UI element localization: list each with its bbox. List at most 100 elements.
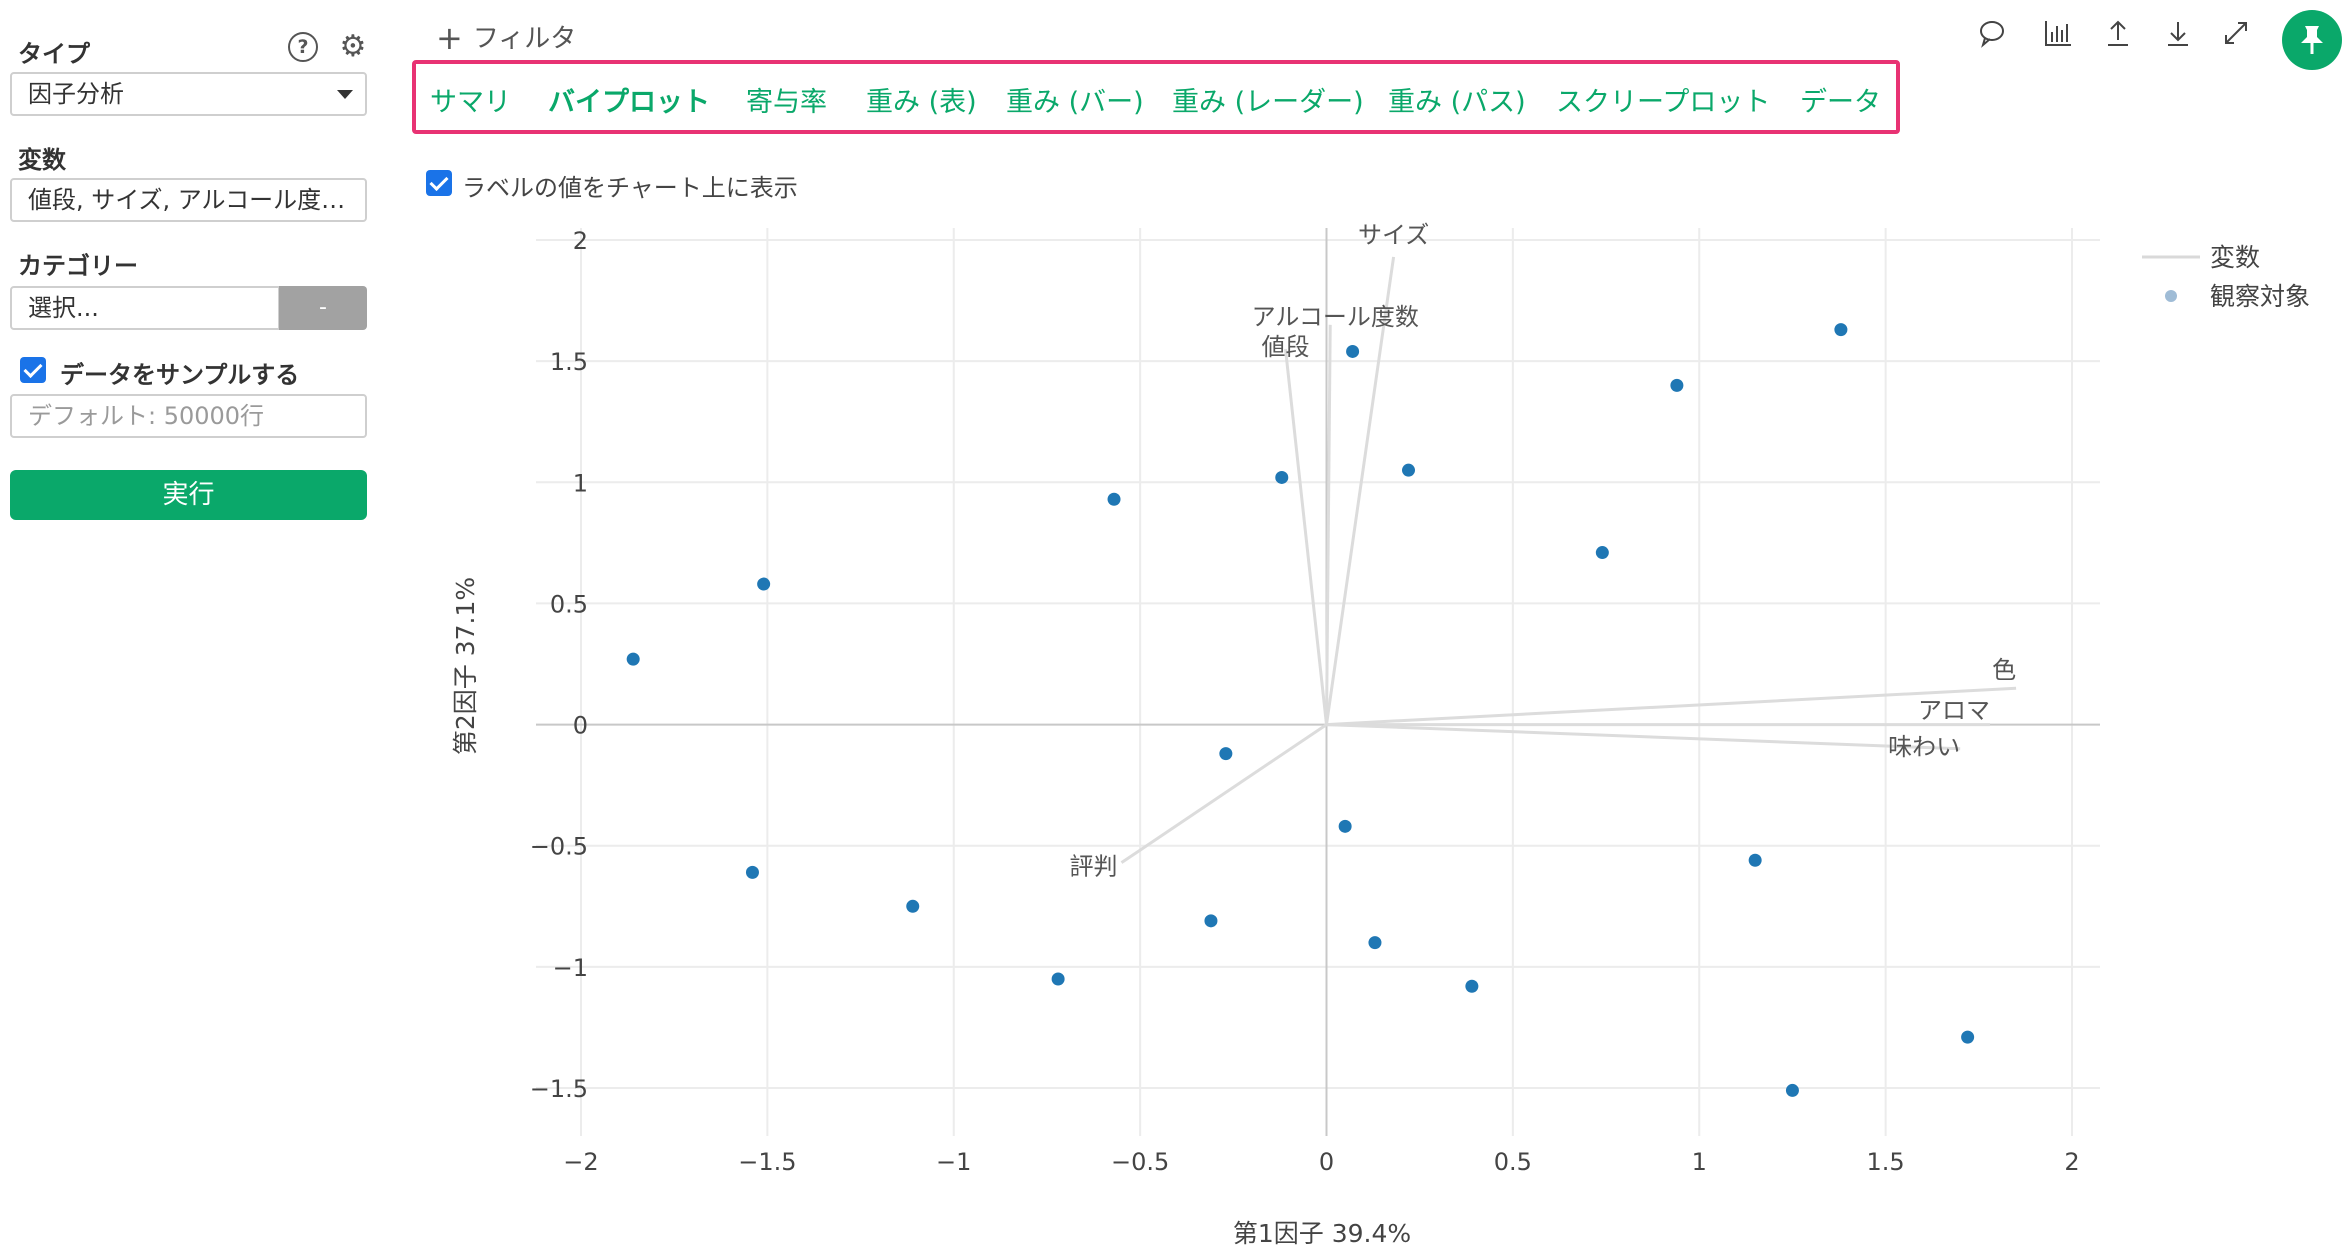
type-select[interactable]: 因子分析 (10, 72, 367, 116)
x-tick-label: −0.5 (1111, 1148, 1169, 1176)
x-tick-label: 0.5 (1494, 1148, 1532, 1176)
y-tick-label: 1.5 (550, 348, 588, 376)
variables-input[interactable]: 値段, サイズ, アルコール度… (10, 178, 367, 222)
observation-point[interactable] (626, 652, 640, 666)
download-icon[interactable] (2160, 18, 2196, 54)
x-tick-label: −1.5 (738, 1148, 796, 1176)
vector-line (1326, 723, 1961, 751)
vector-label: アルコール度数 (1252, 303, 1419, 331)
vector-label: 色 (1992, 656, 2016, 684)
observation-point[interactable] (1204, 914, 1218, 928)
tab-summary[interactable]: サマリ (430, 87, 511, 118)
sample-size-input[interactable]: デフォルト: 50000行 (10, 394, 367, 438)
x-axis-label: 第1因子 39.4% (1233, 1219, 1411, 1248)
tab-data[interactable]: データ (1800, 87, 1881, 118)
pin-icon (2301, 26, 2323, 54)
legend: 変数 観察対象 (2142, 243, 2310, 311)
y-tick-label: −1 (553, 954, 588, 982)
vector-line (1325, 324, 1332, 725)
upload-icon[interactable] (2100, 18, 2136, 54)
observation-point[interactable] (906, 899, 920, 913)
vector-label: 値段 (1261, 333, 1309, 361)
x-tick-label: −1 (936, 1148, 971, 1176)
sample-label: データをサンプルする (60, 361, 300, 389)
vector-line (1325, 256, 1396, 725)
x-tick-label: 1.5 (1867, 1148, 1905, 1176)
vector-label: 味わい (1888, 733, 1960, 761)
tab-weights-table[interactable]: 重み (表) (866, 87, 977, 118)
observation-point[interactable] (1275, 470, 1289, 484)
vector-line (1284, 348, 1328, 725)
observation-point[interactable] (1107, 492, 1121, 506)
x-tick-label: −2 (563, 1148, 598, 1176)
plus-icon: + (436, 19, 463, 57)
variables-label: 変数 (18, 146, 66, 174)
observation-point[interactable] (1961, 1030, 1975, 1044)
tab-weights-radar[interactable]: 重み (レーダー) (1172, 87, 1364, 118)
observation-point[interactable] (1051, 972, 1065, 986)
observation-point[interactable] (1785, 1083, 1799, 1097)
vector-label: アロマ (1918, 697, 1990, 725)
help-icon[interactable]: ? (288, 32, 318, 62)
chart-axes (536, 228, 2100, 1136)
gear-icon[interactable]: ⚙ (339, 29, 367, 64)
observation-point[interactable] (1346, 344, 1360, 358)
legend-vector-label: 変数 (2210, 243, 2260, 272)
category-label: カテゴリー (18, 252, 138, 280)
legend-point-label: 観察対象 (2210, 282, 2310, 311)
category-clear-button[interactable]: - (279, 286, 367, 330)
observation-point[interactable] (1748, 853, 1762, 867)
vector-label: サイズ (1358, 221, 1429, 249)
y-tick-label: −0.5 (530, 833, 588, 861)
observation-point[interactable] (757, 577, 771, 591)
vector-line (1120, 723, 1328, 864)
y-tick-label: 0 (573, 712, 588, 740)
vector-line (1326, 686, 2017, 727)
y-tick-label: 2 (573, 227, 588, 255)
filter-button[interactable]: + フィルタ (436, 18, 576, 57)
tab-biplot[interactable]: バイプロット (548, 87, 710, 118)
label-values-checkbox[interactable] (426, 170, 452, 196)
tab-weights-path[interactable]: 重み (パス) (1388, 87, 1526, 118)
observation-point[interactable] (1670, 378, 1684, 392)
observation-point[interactable] (1834, 323, 1848, 337)
type-select-value: 因子分析 (28, 80, 124, 108)
filter-label: フィルタ (472, 24, 577, 54)
label-values-text: ラベルの値をチャート上に表示 (462, 174, 798, 202)
y-tick-label: 1 (573, 469, 588, 497)
sidebar: タイプ ? ⚙ 因子分析 変数 値段, サイズ, アルコール度… カテゴリー 選… (0, 0, 390, 1258)
chevron-down-icon (337, 90, 353, 99)
x-tick-label: 1 (1692, 1148, 1707, 1176)
tab-bar: サマリ バイプロット 寄与率 重み (表) 重み (バー) 重み (レーダー) … (412, 60, 1900, 134)
y-tick-label: 0.5 (550, 590, 588, 618)
expand-icon[interactable] (2218, 18, 2254, 54)
observation-point[interactable] (1595, 546, 1609, 560)
chart-grid (536, 228, 2100, 1136)
vector-label: 評判 (1069, 853, 1117, 881)
tab-scree-plot[interactable]: スクリープロット (1556, 87, 1771, 118)
legend-point-swatch (2165, 290, 2177, 302)
category-select[interactable]: 選択... (10, 286, 280, 330)
observation-points (626, 323, 1975, 1097)
observation-point[interactable] (1465, 979, 1479, 993)
tab-contribution[interactable]: 寄与率 (746, 87, 827, 118)
observation-point[interactable] (1368, 936, 1382, 950)
observation-point[interactable] (1219, 747, 1233, 761)
y-axis-label: 第2因子 37.1% (451, 577, 480, 755)
tick-labels: −2 −1.5 −1 −0.5 0 0.5 1 1.5 2 −1.5 −1 −0.5 0 0.5 1 1.5 2 (530, 227, 2080, 1176)
run-button[interactable]: 実行 (10, 470, 367, 520)
x-tick-label: 2 (2064, 1148, 2079, 1176)
observation-point[interactable] (1338, 819, 1352, 833)
observation-point[interactable] (745, 865, 759, 879)
tab-weights-bar[interactable]: 重み (バー) (1006, 87, 1144, 118)
sample-checkbox[interactable] (20, 357, 46, 383)
pin-button[interactable] (2282, 10, 2342, 70)
type-label: タイプ (18, 40, 90, 68)
y-tick-label: −1.5 (530, 1075, 588, 1103)
x-tick-label: 0 (1319, 1148, 1334, 1176)
comment-icon[interactable] (1974, 18, 2010, 54)
chart-icon[interactable] (2040, 18, 2076, 54)
observation-point[interactable] (1402, 463, 1416, 477)
